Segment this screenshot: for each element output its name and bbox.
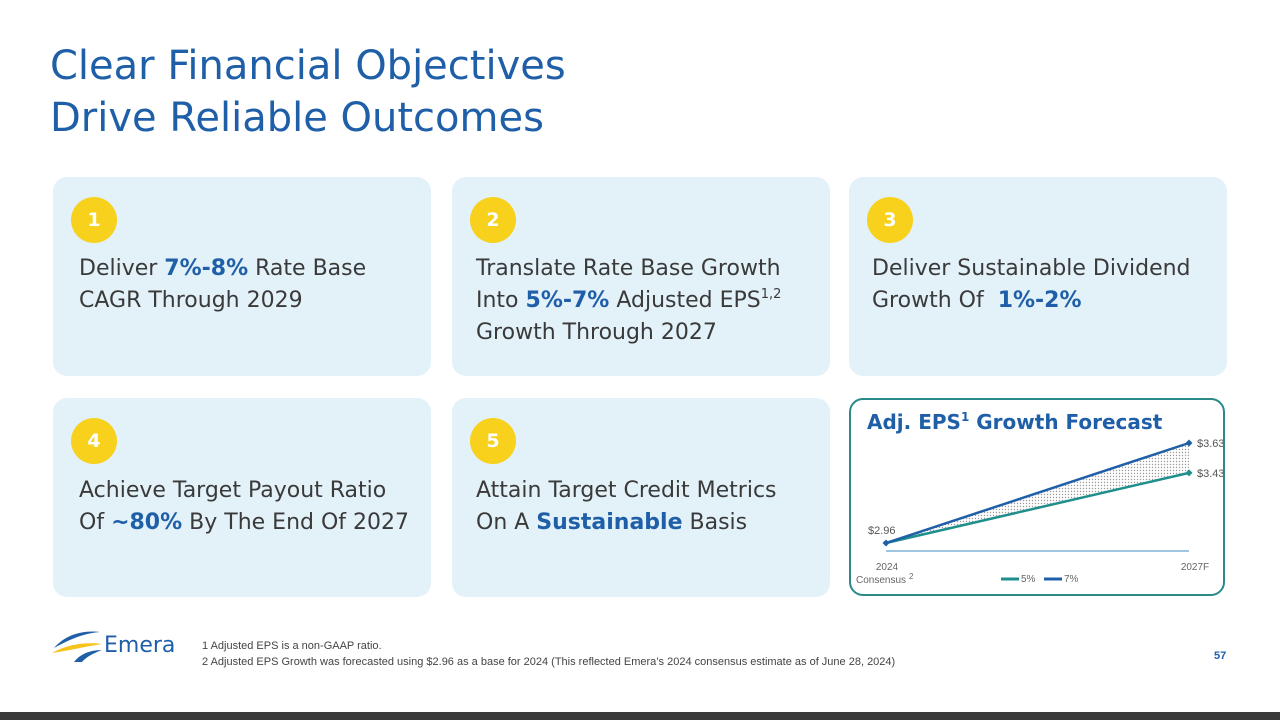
objective-text: Attain Target Credit Metrics On A Sustai… [476,478,777,535]
logo-text: Emera [104,633,175,658]
highlight-value: 5%-7% [525,288,610,313]
page-number: 57 [1214,650,1227,662]
footnote-1: 1 Adjusted EPS is a non-GAAP ratio. [202,640,382,652]
objective-text: Deliver Sustainable Dividend Growth Of 1… [872,256,1191,313]
series-marker [1185,469,1193,477]
emera-logo-mark: Emera [52,631,175,662]
x-tick-label: 2027F [1181,562,1209,573]
slide-title: Clear Financial Objectives Drive Reliabl… [50,40,566,144]
footnote-ref: 1,2 [760,287,782,302]
footnote-2: 2 Adjusted EPS Growth was forecasted usi… [202,656,896,668]
series-line-5pct [885,471,1190,545]
start-marker [882,539,890,547]
bottom-bar [0,712,1280,720]
objective-text: Translate Rate Base Growth Into 5%-7% Ad… [476,256,782,345]
footnotes: 1 Adjusted EPS is a non-GAAP ratio. 2 Ad… [202,638,895,670]
title-line-1: Clear Financial Objectives [50,43,566,89]
number-badge: 3 [867,197,913,243]
series-line-7pct [885,441,1190,545]
chart-title: Adj. EPS1 Growth Forecast [867,410,1163,434]
objective-text: Achieve Target Payout Ratio Of ~80% By T… [79,478,410,535]
legend-label: 7% [1064,574,1079,585]
series-marker [1185,439,1193,447]
objective-card-3: 3 Deliver Sustainable Dividend Growth Of… [849,177,1227,376]
highlight-value: Sustainable [536,510,683,535]
emera-logo: Emera [52,622,182,669]
objective-text: Deliver 7%-8% Rate Base CAGR Through 202… [79,256,367,313]
data-label: $3.63 [1197,438,1223,450]
x-tick-sublabel-sup: 2 [909,572,914,581]
number-badge: 4 [71,418,117,464]
objective-card-2: 2 Translate Rate Base Growth Into 5%-7% … [452,177,830,376]
x-tick-sublabel: Consensus [856,575,906,586]
objective-card-4: 4 Achieve Target Payout Ratio Of ~80% By… [53,398,431,597]
title-line-2: Drive Reliable Outcomes [50,95,544,141]
chart-canvas: $3.43 $3.63 $2.96 2024 Consensus 2 2027F 5% 7% [856,438,1223,586]
highlight-value: 1%-2% [997,288,1082,313]
objective-card-5: 5 Attain Target Credit Metrics On A Sust… [452,398,830,597]
eps-forecast-chart: Adj. EPS1 Growth Forecast $3.43 $3.63 $2.9… [849,398,1225,596]
number-badge: 5 [470,418,516,464]
number-badge: 1 [71,197,117,243]
highlight-value: ~80% [111,510,183,535]
legend-label: 5% [1021,574,1036,585]
highlight-value: 7%-8% [164,256,249,281]
objective-card-1: 1 Deliver 7%-8% Rate Base CAGR Through 2… [53,177,431,376]
x-tick-label: 2024 [876,562,899,573]
number-badge: 2 [470,197,516,243]
data-label-start: $2.96 [868,525,896,537]
data-label: $3.43 [1197,468,1223,480]
